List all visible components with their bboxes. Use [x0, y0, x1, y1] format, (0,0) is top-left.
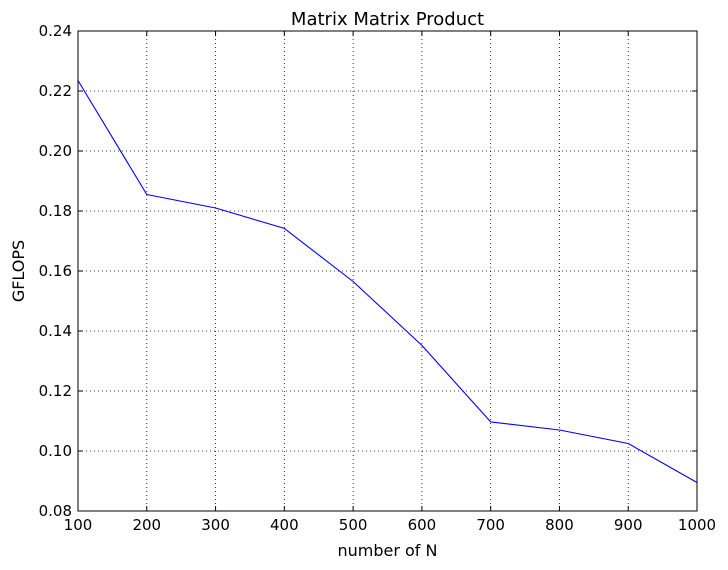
ticks: 100 200 300 400 500 600 700 800 900 1000 0.08 0.10 0…: [39, 22, 717, 534]
x-axis-label: number of N: [337, 541, 437, 560]
y-axis-label: GFLOPS: [9, 240, 28, 302]
x-tick-label: 1000: [678, 516, 716, 534]
x-tick-label: 800: [545, 516, 574, 534]
x-tick-label: 700: [476, 516, 505, 534]
chart-title: Matrix Matrix Product: [291, 9, 484, 30]
x-tick-label: 600: [408, 516, 437, 534]
y-tick-label: 0.08: [39, 502, 72, 520]
y-tick-label: 0.22: [39, 82, 72, 100]
x-tick-label: 400: [270, 516, 299, 534]
x-tick-label: 900: [614, 516, 643, 534]
x-tick-label: 300: [201, 516, 230, 534]
y-tick-label: 0.18: [39, 202, 72, 220]
y-tick-label: 0.24: [39, 22, 72, 40]
x-tick-label: 500: [339, 516, 368, 534]
y-tick-label: 0.20: [39, 142, 72, 160]
y-tick-label: 0.14: [39, 322, 72, 340]
series-layer: [77, 80, 698, 483]
y-tick-label: 0.12: [39, 382, 72, 400]
y-tick-label: 0.10: [39, 442, 72, 460]
x-tick-label: 100: [64, 516, 93, 534]
x-tick-label: 200: [132, 516, 161, 534]
y-tick-label: 0.16: [39, 262, 72, 280]
series-line: [77, 80, 698, 483]
